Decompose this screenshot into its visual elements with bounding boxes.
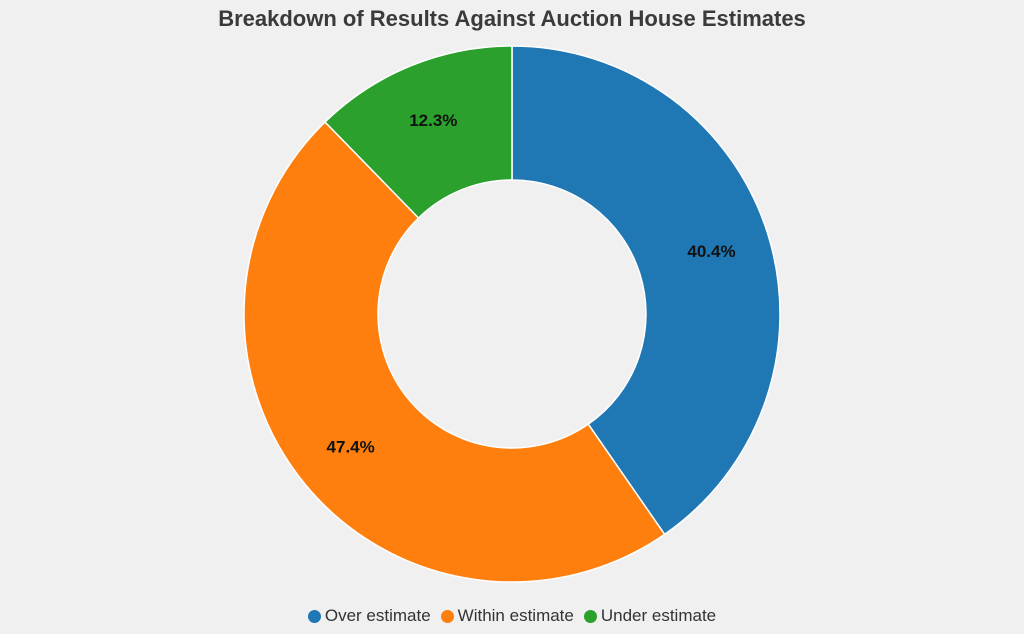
legend-item-over-estimate[interactable]: Over estimate [307,606,431,626]
legend-label-under-estimate: Under estimate [600,606,717,625]
slice-over-estimate[interactable] [511,45,781,536]
legend-swatch-over-estimate [307,609,321,623]
legend-label-over-estimate: Over estimate [324,606,431,625]
legend-item-within-estimate[interactable]: Within estimate [440,606,574,626]
donut-chart: 40.4% 47.4% 12.3% [243,45,781,583]
legend-label-within-estimate: Within estimate [457,606,574,625]
slice-label-within-estimate: 47.4% [327,437,375,456]
slice-label-under-estimate: 12.3% [409,111,457,130]
legend-item-under-estimate[interactable]: Under estimate [583,606,717,626]
slices-group [243,45,781,583]
legend: Over estimate Within estimate Under esti… [0,606,1024,626]
slice-labels-group: 40.4% 47.4% 12.3% [327,111,736,456]
legend-swatch-within-estimate [440,609,454,623]
slice-under-estimate[interactable] [323,45,513,220]
chart-title: Breakdown of Results Against Auction Hou… [218,6,806,31]
legend-swatch-under-estimate [583,609,597,623]
slice-within-estimate[interactable] [243,120,666,583]
slice-label-over-estimate: 40.4% [687,242,735,261]
